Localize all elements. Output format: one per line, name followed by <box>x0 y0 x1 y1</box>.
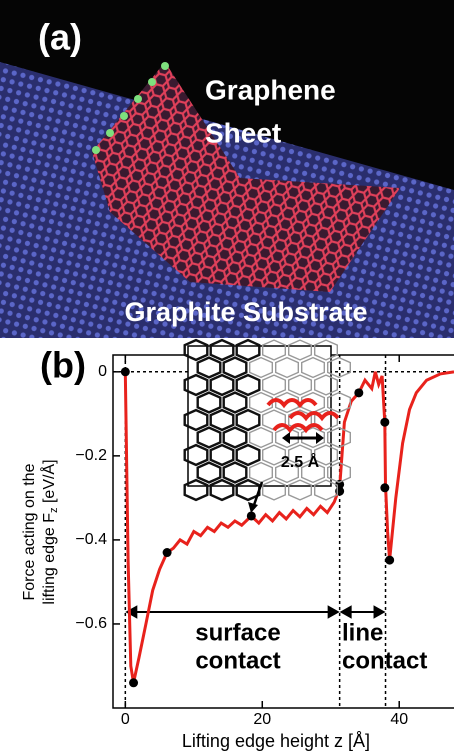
marker <box>163 548 172 557</box>
marker <box>380 418 389 427</box>
range-arrow <box>127 607 337 617</box>
y-label-text: lifting edge F <box>41 513 58 605</box>
marker <box>380 483 389 492</box>
x-tick-label: 40 <box>390 711 408 728</box>
y-tick-label: −0.6 <box>75 615 107 632</box>
panel-a-image: (a) Graphene Sheet Graphite Substrate <box>0 0 454 338</box>
inset: 2.5 Å <box>185 340 351 513</box>
marker <box>247 511 256 520</box>
y-axis-label: Force acting on the <box>21 463 38 600</box>
marker <box>385 556 394 565</box>
y-tick-label: −0.4 <box>75 531 107 548</box>
spacing-label: 2.5 Å <box>281 452 320 471</box>
substrate-label: Graphite Substrate <box>124 297 367 327</box>
annotation: line <box>342 619 383 646</box>
marker <box>129 678 138 687</box>
annotation: surface <box>195 619 280 646</box>
x-tick-label: 0 <box>121 711 130 728</box>
marker <box>354 388 363 397</box>
sheet-label: Graphene <box>205 74 336 105</box>
y-axis-label: lifting edge Fz [eV/Å] <box>39 459 60 604</box>
panel-label: (a) <box>38 17 82 58</box>
figure: (a) Graphene Sheet Graphite Substrate (b… <box>0 0 454 753</box>
x-tick-label: 20 <box>253 711 271 728</box>
annotation: contact <box>195 647 280 674</box>
panel-label: (b) <box>40 345 86 386</box>
marker <box>121 367 130 376</box>
y-tick-label: −0.2 <box>75 447 107 464</box>
range-arrow <box>342 607 384 617</box>
y-tick-label: 0 <box>98 363 107 380</box>
x-axis-label: Lifting edge height z [Å] <box>182 731 370 751</box>
marker <box>335 487 344 496</box>
sheet-label: Sheet <box>205 117 281 148</box>
y-label-unit: [eV/Å] <box>39 459 58 507</box>
annotation: contact <box>342 647 427 674</box>
